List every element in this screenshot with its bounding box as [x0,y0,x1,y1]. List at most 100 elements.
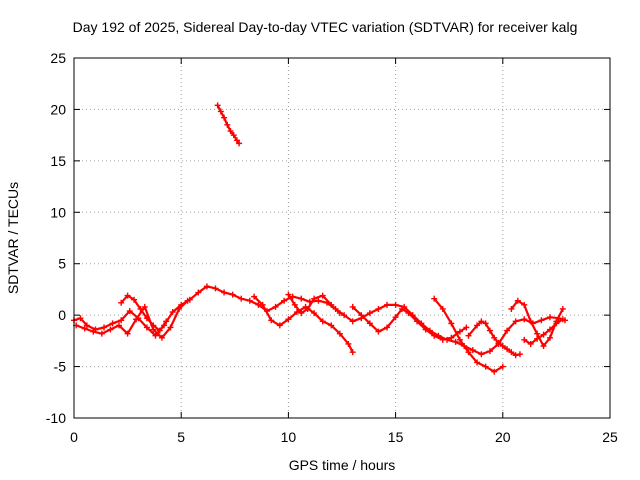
data-point [504,327,511,334]
data-point [167,324,174,331]
data-point [516,351,523,358]
y-tick-label: 15 [50,153,66,169]
data-point [311,310,318,317]
x-tick-label: 10 [281,429,297,445]
series-line [253,295,354,354]
data-point [534,330,541,337]
data-point [176,305,183,312]
data-point [107,326,114,333]
data-point [195,289,202,296]
data-point [349,349,356,356]
data-point [521,336,528,343]
series-track-c [118,292,170,334]
series-track-k [214,102,243,147]
data-point [499,343,506,349]
data-point [116,322,123,329]
data-point [90,328,97,335]
data-point [81,325,88,332]
series-track-h [465,318,523,359]
data-point [304,305,311,312]
data-point [281,297,288,304]
x-axis-label: GPS time / hours [289,457,396,473]
data-point [546,314,553,321]
data-point [230,132,237,139]
data-point [456,328,463,335]
data-point [491,334,498,341]
data-point [448,320,455,327]
data-point [345,340,352,347]
data-point [456,336,463,343]
data-point [546,334,553,341]
x-tick-label: 15 [388,429,404,445]
data-point [212,285,219,292]
data-point [229,291,236,298]
data-point [474,359,481,366]
x-tick-label: 5 [177,429,185,445]
y-axis-label: SDTVAR / TECUs [5,182,21,294]
data-point [491,368,498,375]
data-point [521,316,528,323]
data-point [184,297,191,304]
data-point [439,305,446,312]
data-point [474,322,481,329]
data-point [366,320,373,327]
data-point [298,310,305,317]
data-point [399,305,406,312]
data-point [508,349,515,356]
data-point [422,326,429,333]
data-point [336,330,343,337]
data-point [221,114,228,121]
data-point [268,317,275,324]
data-point [495,339,502,346]
data-point [77,315,84,322]
series-track-d [251,293,356,356]
data-point [482,363,489,370]
data-point [366,310,373,317]
data-point [499,363,506,370]
data-point [448,334,455,341]
data-point [291,301,298,308]
data-point [285,316,292,323]
data-point [109,320,116,327]
data-point [298,295,305,302]
data-point [238,295,245,302]
data-point [124,292,131,299]
y-tick-label: 5 [58,256,66,272]
data-point [384,324,391,331]
data-point [452,338,459,345]
data-point [126,308,133,315]
data-point [527,318,534,325]
gridlines [74,58,610,418]
data-point [285,291,292,298]
series-track-e [285,291,343,317]
data-point [349,318,356,325]
data-point [478,318,485,325]
y-tick-label: -5 [54,359,67,375]
data-point [156,327,163,334]
x-tick-label: 20 [495,429,511,445]
data-point [414,318,421,325]
data-point [521,301,528,308]
series-track-a [71,283,568,358]
data-point [276,322,283,329]
series-track-g [431,295,506,375]
data-point [133,316,140,323]
data-point [431,332,438,339]
data-point [478,351,485,358]
data-point [375,305,382,312]
data-point [118,317,125,324]
axis-ticks: 0 5 10 15 20 25 -10 -5 0 5 10 15 20 25 [46,50,618,445]
data-point [311,295,318,302]
series-track-j [521,316,566,347]
y-tick-label: 25 [50,50,66,66]
y-tick-label: 10 [50,204,66,220]
data-point [465,349,472,356]
y-tick-label: 20 [50,101,66,117]
data-point [233,137,240,144]
data-point [375,328,382,335]
plot-frame [73,57,611,419]
data-point [486,348,493,355]
data-point [217,108,224,115]
data-point [559,305,566,312]
